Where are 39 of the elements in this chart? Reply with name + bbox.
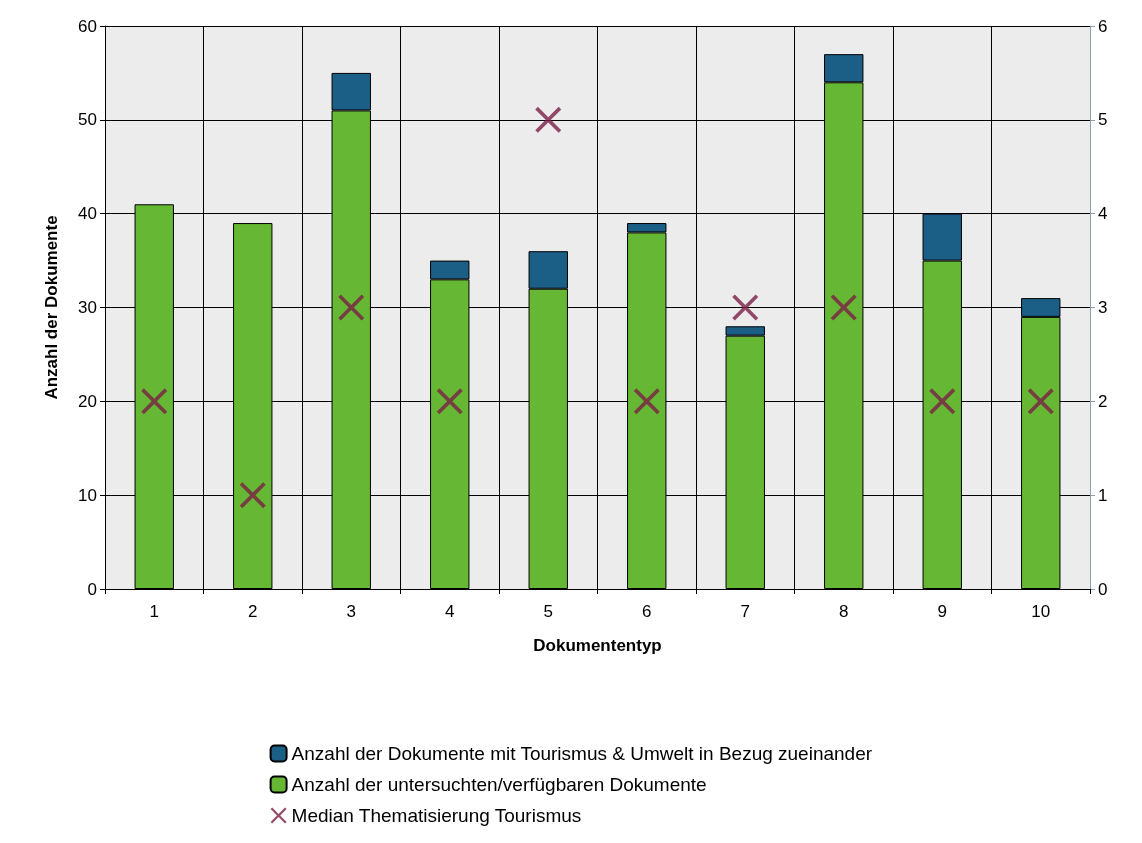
y2-tick-label: 1 [1098, 485, 1108, 505]
point [535, 106, 562, 133]
legend-label: Anzahl der untersuchten/verfügbaren Dokumente [291, 774, 707, 795]
legend-label: Anzahl der Dokumente mit Tourismus & Umwelt in Bezug zueinander [291, 743, 873, 764]
y2-tick-label: 4 [1098, 204, 1108, 224]
point [436, 388, 463, 415]
x-axis-title: Dokumententyp [533, 636, 662, 655]
point [1027, 388, 1054, 415]
x-tick-label: 3 [346, 602, 356, 621]
x-tick-label: 8 [839, 602, 849, 621]
x-tick-label: 10 [1031, 602, 1051, 621]
point [633, 388, 660, 415]
x-tick-label: 1 [149, 602, 159, 621]
y-tick-label: 30 [78, 298, 97, 317]
point [732, 294, 759, 321]
y-tick-label: 40 [78, 204, 97, 224]
y-tick-label: 60 [78, 16, 97, 36]
y2-tick-label: 0 [1098, 579, 1108, 599]
y2-tick-label: 6 [1098, 16, 1108, 36]
x-tick-label: 7 [740, 602, 750, 621]
point [239, 482, 266, 509]
x-tick-label: 2 [248, 602, 258, 621]
point [929, 388, 956, 415]
x-tick-label: 9 [937, 602, 947, 621]
x-tick-label: 5 [543, 602, 553, 621]
x-tick-label: 4 [445, 602, 455, 621]
legend-label: Median Thematisierung Tourismus [291, 805, 582, 826]
y-tick-label: 50 [78, 110, 97, 130]
y-tick-label: 20 [78, 391, 97, 411]
y2-tick-label: 2 [1098, 391, 1108, 411]
x-tick-label: 6 [642, 602, 652, 621]
point [141, 388, 168, 415]
y-axis-title: Anzahl der Dokumente [42, 215, 61, 400]
point [830, 294, 857, 321]
y2-tick-label: 3 [1098, 298, 1108, 317]
y2-tick-label: 5 [1098, 110, 1108, 130]
point [338, 294, 365, 321]
y-tick-label: 0 [87, 579, 97, 599]
y-tick-label: 10 [78, 485, 97, 505]
